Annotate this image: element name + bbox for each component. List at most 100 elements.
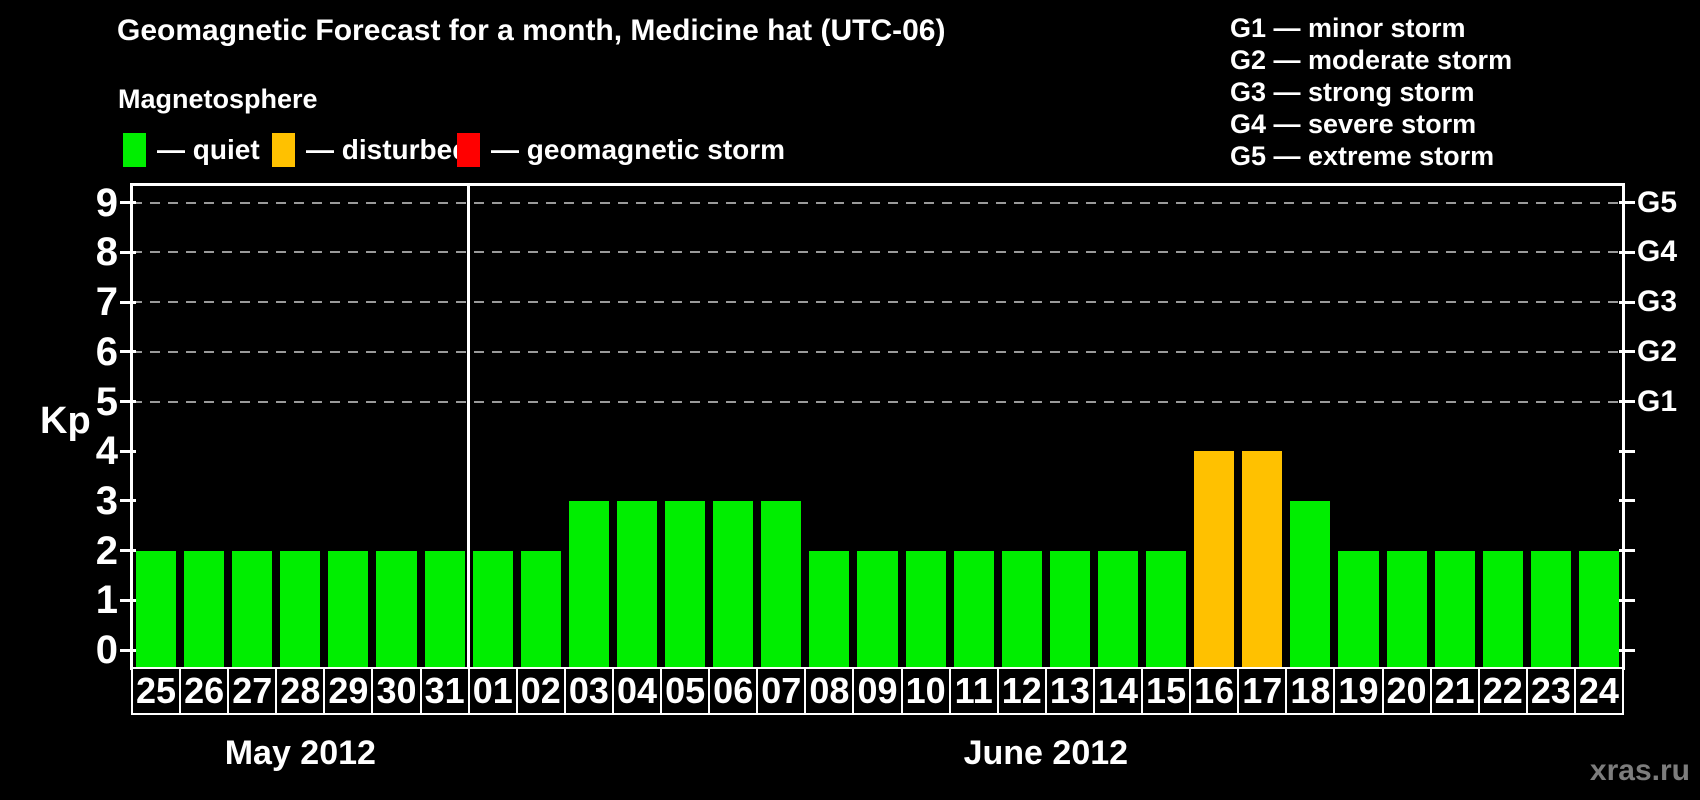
kp-bar (665, 500, 706, 667)
day-label-cell: 29 (323, 667, 374, 715)
kp-bar (1386, 550, 1427, 667)
right-axis-tick (1619, 300, 1635, 304)
day-label-cell: 30 (371, 667, 422, 715)
magnetosphere-legend-heading: Magnetosphere (118, 84, 318, 114)
storm-scale-item: G5 — extreme storm (1230, 141, 1495, 171)
chart-title: Geomagnetic Forecast for a month, Medici… (117, 14, 946, 47)
kp-bar (184, 550, 225, 667)
day-label-cell: 24 (1573, 667, 1624, 715)
day-label-cell: 15 (1141, 667, 1192, 715)
gridline-kp9 (132, 201, 1623, 204)
right-axis-tick (1619, 350, 1635, 354)
day-label-cell: 05 (660, 667, 711, 715)
day-label-cell: 08 (804, 667, 855, 715)
right-axis-tick (1619, 648, 1635, 652)
legend-label-disturbed: — disturbed (306, 134, 470, 165)
day-label-cell: 31 (419, 667, 470, 715)
day-label-cell: 07 (756, 667, 807, 715)
kp-bar (713, 500, 754, 667)
kp-bar (1146, 550, 1187, 667)
kp-bar (424, 550, 465, 667)
y-axis-title: Kp (40, 400, 91, 442)
y-axis-tick (120, 250, 136, 254)
kp-bar (809, 550, 850, 667)
day-label-cell: 02 (515, 667, 566, 715)
g-scale-label-g5: G5 (1637, 185, 1678, 219)
day-label-cell: 04 (611, 667, 663, 715)
day-label-cell: 17 (1237, 667, 1288, 715)
day-label-cell: 20 (1381, 667, 1432, 715)
day-label-cell: 26 (179, 667, 230, 715)
legend-swatch-disturbed (272, 133, 295, 167)
day-label-cell: 12 (996, 667, 1047, 715)
y-axis-tick (120, 400, 136, 403)
kp-bar (520, 550, 561, 667)
kp-bar (761, 500, 802, 667)
y-tick-label: 8 (95, 230, 118, 275)
kp-bar (616, 500, 658, 667)
day-label-cell: 10 (900, 667, 951, 715)
y-tick-label: 6 (95, 329, 118, 374)
gridline-kp7 (132, 301, 1623, 304)
right-axis-tick (1619, 499, 1635, 503)
kp-bar (1097, 550, 1139, 667)
day-label-cell: 06 (708, 667, 759, 715)
month-label: June 2012 (963, 734, 1129, 772)
kp-bar (280, 550, 321, 667)
kp-bar (1578, 550, 1619, 667)
legend-label-quiet: — quiet (157, 134, 260, 165)
storm-scale-item: G3 — strong storm (1230, 77, 1475, 107)
y-tick-label: 7 (95, 280, 118, 325)
g-scale-label-g1: G1 (1637, 384, 1678, 418)
kp-bar (1049, 550, 1090, 667)
right-axis-tick (1619, 549, 1635, 553)
watermark: xras.ru (1589, 754, 1690, 787)
kp-bar (1338, 550, 1379, 667)
day-label-cell: 11 (948, 667, 999, 715)
day-label-cell: 03 (563, 667, 614, 715)
kp-bar (953, 550, 994, 667)
gridline-kp8 (132, 251, 1623, 254)
day-label-cell: 23 (1525, 667, 1576, 715)
kp-bar (905, 550, 946, 667)
right-axis-tick (1619, 250, 1635, 254)
gridline-kp6 (132, 350, 1623, 353)
kp-bar (472, 550, 513, 667)
y-tick-label: 5 (95, 379, 118, 424)
day-label-cell: 28 (275, 667, 326, 715)
y-axis-tick (120, 350, 136, 354)
kp-bar (1242, 451, 1283, 667)
legend-label-storm: — geomagnetic storm (491, 134, 786, 165)
kp-bar (1434, 550, 1475, 667)
right-axis-tick (1619, 201, 1635, 205)
y-axis-tick (120, 549, 136, 553)
y-axis-tick (120, 201, 136, 205)
day-label-cell: 25 (131, 667, 182, 715)
day-label-cell: 18 (1285, 667, 1336, 715)
day-label-cell: 22 (1477, 667, 1528, 715)
kp-bar (136, 550, 177, 667)
y-tick-label: 9 (95, 180, 118, 225)
storm-scale-legend: G1 — minor storm G2 — moderate storm G3 — … (1230, 12, 1512, 172)
kp-bar (328, 550, 369, 667)
right-axis-tick (1619, 598, 1635, 602)
day-label-cell: 14 (1092, 667, 1144, 715)
month-separator-line (467, 185, 471, 667)
y-axis-tick (120, 648, 136, 652)
storm-scale-item: G2 — moderate storm (1230, 45, 1513, 75)
legend-swatch-quiet (123, 133, 146, 167)
storm-scale-item: G1 — minor storm (1230, 13, 1466, 43)
g-scale-label-g4: G4 (1637, 235, 1678, 269)
kp-bar (568, 500, 609, 667)
y-axis-tick (120, 300, 136, 304)
right-axis-tick (1619, 449, 1635, 453)
gridline-kp5 (132, 400, 1623, 403)
y-tick-label: 0 (95, 628, 118, 672)
y-axis-tick (120, 449, 136, 453)
right-axis-tick (1619, 400, 1635, 403)
kp-bar (1194, 451, 1235, 667)
y-tick-label: 2 (95, 528, 118, 573)
day-label-cell: 13 (1044, 667, 1095, 715)
day-label-cell: 27 (227, 667, 278, 715)
